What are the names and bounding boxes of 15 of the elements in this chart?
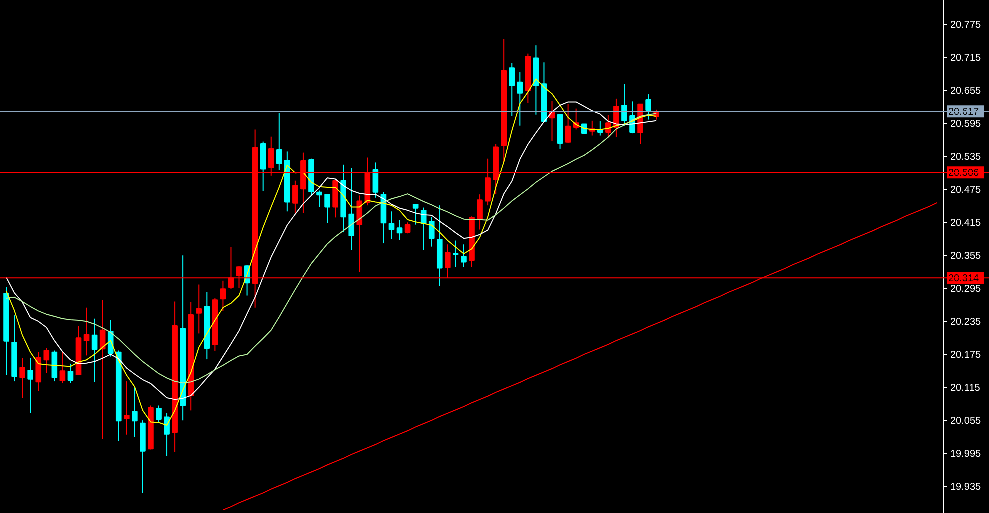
y-tick-label: 20.235	[950, 317, 982, 328]
y-tick-label: 20.775	[950, 20, 982, 32]
y-tick-label: 20.655	[950, 86, 982, 98]
y-tick-label: 20.595	[950, 119, 982, 130]
y-tick-label: 20.295	[950, 284, 982, 296]
y-tick-label: 20.175	[950, 350, 982, 362]
y-tick-label: 20.355	[950, 251, 982, 262]
y-tick-label: 19.935	[950, 482, 982, 494]
y-tick-label: 20.715	[950, 53, 982, 64]
y-tick-label: 20.055	[950, 416, 982, 428]
y-tick-label: 20.475	[950, 185, 982, 196]
y-tick-label: 20.415	[950, 218, 982, 230]
y-tick-label: 19.995	[950, 449, 982, 460]
y-tick-label: 20.115	[950, 383, 981, 394]
y-tick-label: 20.535	[950, 152, 982, 164]
